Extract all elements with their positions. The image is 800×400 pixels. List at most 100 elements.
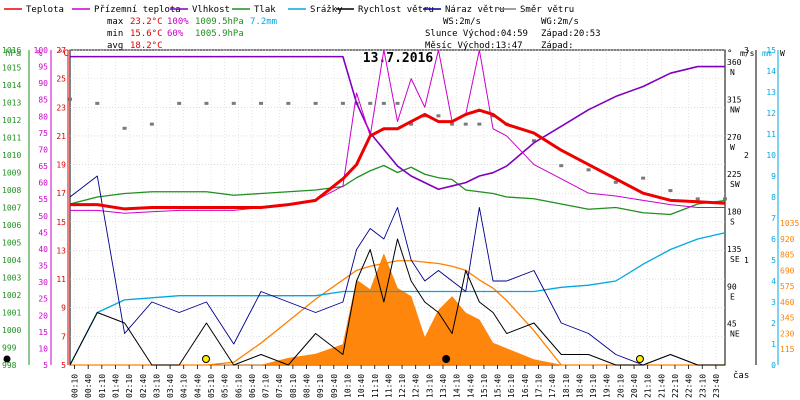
x-tick: 10:40 bbox=[357, 374, 366, 398]
wind-direction-point bbox=[149, 122, 154, 126]
legend-label: Náraz větru bbox=[445, 5, 505, 15]
x-tick: 11:40 bbox=[384, 374, 393, 398]
x-tick-label: 07:40 bbox=[275, 374, 284, 398]
tick-pct: 60 bbox=[38, 179, 48, 188]
tick-pct: 85 bbox=[38, 96, 48, 105]
legend-label: Vlhkost bbox=[192, 5, 230, 15]
axis-title-mm: mm bbox=[762, 49, 772, 58]
x-tick-label: 14:40 bbox=[466, 374, 475, 398]
tick-degc: 21 bbox=[56, 132, 66, 141]
x-tick-label: 01:10 bbox=[98, 374, 107, 398]
x-tick-label: 03:40 bbox=[166, 374, 175, 398]
x-tick: 19:10 bbox=[589, 374, 598, 398]
x-tick-label: 17:40 bbox=[548, 374, 557, 398]
x-tick: 14:40 bbox=[466, 374, 475, 398]
x-tick-label: 04:10 bbox=[180, 374, 189, 398]
wind-direction-point bbox=[286, 101, 291, 105]
wind-direction-point bbox=[559, 164, 564, 168]
tick-degc: 15 bbox=[56, 218, 66, 227]
tick-dir-name: E bbox=[730, 292, 735, 301]
x-tick-label: 21:10 bbox=[644, 374, 653, 398]
x-tick: 12:10 bbox=[398, 374, 407, 398]
tick-mm: 6 bbox=[771, 235, 776, 244]
x-tick-label: 09:40 bbox=[330, 374, 339, 398]
tick-pct: 80 bbox=[38, 112, 48, 121]
tick-dir-name: W bbox=[730, 143, 735, 152]
tick-mm: 4 bbox=[771, 277, 776, 286]
x-tick-label: 16:40 bbox=[521, 374, 530, 398]
wind-direction-point bbox=[450, 122, 455, 126]
tick-mm: 0 bbox=[771, 361, 776, 370]
wind-direction-point bbox=[695, 197, 700, 201]
wind-direction-point bbox=[177, 101, 182, 105]
x-tick-label: 06:10 bbox=[234, 374, 243, 398]
x-tick-label: 18:40 bbox=[575, 374, 584, 398]
legend-label: Teplota bbox=[26, 5, 64, 15]
x-tick: 05:40 bbox=[221, 374, 230, 398]
x-tick: 20:10 bbox=[616, 374, 625, 398]
x-tick: 02:10 bbox=[125, 374, 134, 398]
tick-hpa: 1009 bbox=[2, 169, 21, 178]
tick-pct: 55 bbox=[38, 195, 48, 204]
tick-w: 690 bbox=[780, 266, 795, 275]
x-tick-label: 06:40 bbox=[248, 374, 257, 398]
tick-dir-name: S bbox=[730, 218, 735, 227]
wind-direction-point bbox=[95, 101, 100, 105]
gust-line bbox=[69, 175, 725, 366]
x-tick-label: 05:40 bbox=[221, 374, 230, 398]
tick-pct: 5 bbox=[43, 361, 48, 370]
stats-humidity: 60% bbox=[167, 29, 184, 39]
tick-pct: 10 bbox=[38, 344, 48, 353]
stats-pressure: 1005.9hPa bbox=[195, 29, 244, 39]
tick-pct: 70 bbox=[38, 145, 48, 154]
tick-hpa: 1014 bbox=[2, 81, 21, 90]
x-tick: 03:10 bbox=[152, 374, 161, 398]
x-tick-label: 03:10 bbox=[152, 374, 161, 398]
tick-pct: 25 bbox=[38, 295, 48, 304]
x-tick: 13:10 bbox=[425, 374, 434, 398]
tick-w: 805 bbox=[780, 251, 795, 260]
x-tick: 00:10 bbox=[71, 374, 80, 398]
x-tick: 11:10 bbox=[371, 374, 380, 398]
x-tick: 01:10 bbox=[98, 374, 107, 398]
x-tick: 07:10 bbox=[262, 374, 271, 398]
stats-label: avg bbox=[107, 41, 123, 51]
tick-degc: 13 bbox=[56, 246, 66, 255]
x-tick: 09:10 bbox=[316, 374, 325, 398]
x-tick: 21:40 bbox=[657, 374, 666, 398]
wind-direction-point bbox=[395, 101, 400, 105]
x-tick: 16:10 bbox=[507, 374, 516, 398]
x-tick-label: 21:40 bbox=[657, 374, 666, 398]
x-tick-label: 04:40 bbox=[193, 374, 202, 398]
tick-mm: 8 bbox=[771, 193, 776, 202]
stats-label: max bbox=[107, 17, 124, 27]
moon-marker-left bbox=[3, 355, 11, 363]
wind-direction-point bbox=[641, 176, 646, 180]
tick-mm: 5 bbox=[771, 256, 776, 265]
x-tick: 00:40 bbox=[84, 374, 93, 398]
wind-direction-point bbox=[231, 101, 236, 105]
x-tick: 20:40 bbox=[630, 374, 639, 398]
pressure-line bbox=[69, 164, 726, 216]
wind-direction-point bbox=[436, 114, 441, 118]
stats-temp: 18.2°C bbox=[130, 41, 163, 51]
tick-degc: 7 bbox=[61, 332, 66, 341]
x-tick: 23:10 bbox=[698, 374, 707, 398]
tick-pct: 65 bbox=[38, 162, 48, 171]
tick-dir-deg: 180 bbox=[727, 208, 742, 217]
tick-dir-deg: 90 bbox=[727, 282, 737, 291]
x-tick-label: 23:10 bbox=[698, 374, 707, 398]
tick-mm: 14 bbox=[766, 67, 776, 76]
x-tick: 21:10 bbox=[644, 374, 653, 398]
stats-temp: 15.6°C bbox=[130, 29, 163, 39]
x-tick: 06:40 bbox=[248, 374, 257, 398]
x-tick-label: 09:10 bbox=[316, 374, 325, 398]
info-moon-set: Západ: bbox=[541, 41, 574, 51]
wind-direction-point bbox=[477, 122, 482, 126]
tick-dir-name: SE bbox=[730, 255, 740, 264]
wind-direction-point bbox=[463, 122, 468, 126]
wind-direction-point bbox=[259, 101, 264, 105]
info-ws: WS:2m/s bbox=[443, 17, 481, 27]
tick-hpa: 1008 bbox=[2, 186, 21, 195]
